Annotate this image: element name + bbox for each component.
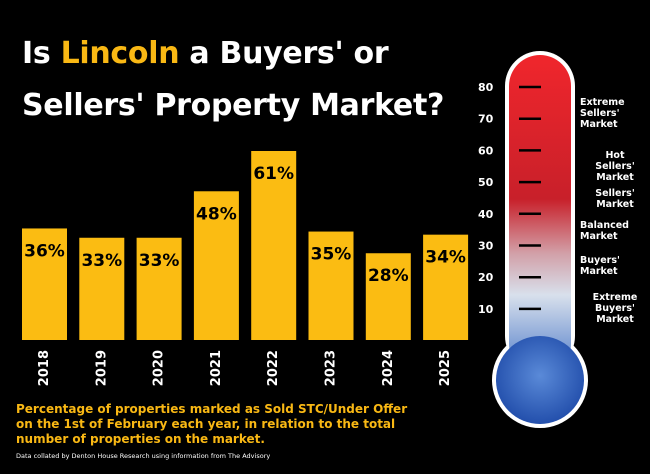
zone-label-line: Extreme: [592, 292, 638, 303]
title-part2: a Buyers' or: [179, 36, 389, 71]
bar-2018: [22, 228, 67, 340]
thermo-zone-label: Buyers' Market: [580, 255, 650, 277]
zone-label-line: Buyers': [580, 255, 620, 266]
bar-2022: [251, 151, 297, 340]
x-tick-label: 2018: [37, 350, 52, 386]
x-tick-label: 2021: [209, 350, 224, 386]
bar-chart: 36% 2018 33% 2019 33% 2020 48% 2021 61% 2022 35% 20…: [22, 151, 469, 387]
bar-value-label: 33%: [81, 251, 122, 271]
zone-label-line: Balanced: [580, 220, 629, 231]
title-part1: Is: [22, 36, 61, 71]
x-tick-label: 2022: [266, 350, 281, 386]
bar-2023: [308, 231, 354, 340]
bar-value-label: 28%: [368, 266, 409, 286]
bar-2020: [136, 237, 182, 340]
thermo-tick-label: 30: [478, 240, 494, 253]
x-tick-label: 2024: [381, 350, 396, 386]
page-title: Is Lincoln a Buyers' or Sellers' Propert…: [22, 28, 452, 132]
thermo-zone-label: Hot Sellers' Market: [580, 150, 650, 183]
bar-2025: [423, 234, 469, 340]
bar-2024: [365, 253, 411, 340]
zone-label-line: Market: [580, 119, 618, 130]
zone-label-line: Sellers': [595, 188, 635, 199]
bar-2019: [79, 237, 125, 340]
source-note: Data collated by Denton House Research u…: [16, 452, 271, 460]
bar-value-label: 34%: [425, 248, 466, 268]
zone-label-line: Market: [580, 266, 618, 277]
thermo-zone-label: Balanced Market: [580, 220, 650, 242]
thermo-tick-label: 40: [478, 208, 494, 221]
bar-value-label: 61%: [253, 164, 294, 184]
thermo-tick-label: 70: [478, 113, 494, 126]
x-tick-label: 2020: [152, 350, 167, 386]
zone-label-line: Market: [580, 231, 618, 242]
bar-value-label: 33%: [139, 251, 180, 271]
thermo-tick-label: 60: [478, 144, 494, 157]
zone-label-line: Market: [596, 199, 634, 210]
thermo-tick-label: 10: [478, 303, 494, 316]
thermo-tick-label: 20: [478, 271, 494, 284]
bar-value-label: 48%: [196, 204, 237, 224]
x-tick-label: 2023: [324, 350, 339, 386]
zone-label-line: Hot: [605, 150, 625, 161]
zone-label-line: Market: [596, 314, 634, 325]
zone-label-line: Buyers': [595, 303, 635, 314]
bar-2021: [193, 191, 239, 340]
title-line2: Sellers' Property Market?: [22, 88, 445, 123]
thermo-tick-label: 50: [478, 176, 494, 189]
x-tick-label: 2019: [94, 350, 109, 386]
zone-label-line: Sellers': [580, 108, 620, 119]
thermo-zone-label: Sellers' Market: [580, 188, 650, 210]
thermo-tick-label: 80: [478, 81, 494, 94]
zone-label-line: Sellers': [595, 161, 635, 172]
thermo-zone-label: Extreme Sellers' Market: [580, 97, 650, 130]
x-tick-label: 2025: [438, 350, 453, 386]
bar-value-label: 36%: [24, 241, 65, 261]
zone-label-line: Extreme: [580, 97, 625, 108]
thermo-zone-label: Extreme Buyers' Market: [580, 292, 650, 325]
title-city: Lincoln: [60, 36, 180, 71]
chart-caption: Percentage of properties marked as Sold …: [16, 402, 408, 446]
bar-value-label: 35%: [311, 245, 352, 265]
thermo-bulb: [496, 336, 584, 424]
zone-label-line: Market: [596, 172, 634, 183]
